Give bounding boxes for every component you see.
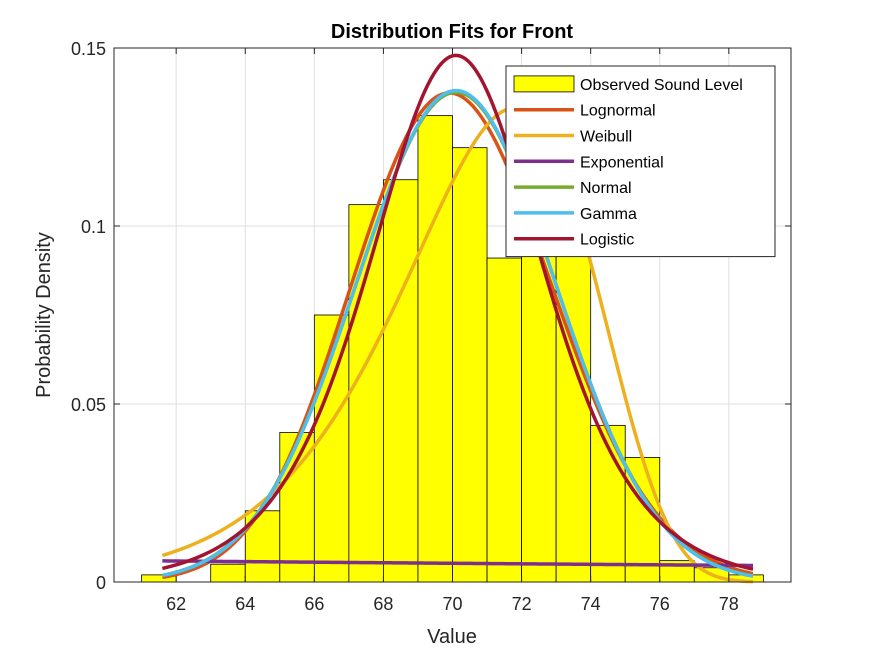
legend-label: Normal bbox=[580, 180, 632, 197]
x-tick-label: 78 bbox=[719, 594, 739, 614]
y-tick-label: 0.05 bbox=[71, 395, 106, 415]
y-tick-label: 0 bbox=[96, 573, 106, 593]
x-tick-label: 66 bbox=[304, 594, 324, 614]
histogram-bars bbox=[141, 115, 764, 583]
histogram-bar bbox=[452, 147, 488, 583]
y-axis-label: Probability Density bbox=[33, 232, 55, 398]
y-tick-label: 0.1 bbox=[81, 217, 106, 237]
fit-curve-exponential bbox=[162, 559, 754, 568]
legend-label: Logistic bbox=[580, 232, 634, 249]
legend-swatch-observed bbox=[513, 75, 575, 93]
x-tick-label: 74 bbox=[581, 594, 601, 614]
histogram-bar bbox=[521, 243, 557, 583]
legend-label: Gamma bbox=[580, 206, 637, 223]
x-tick-label: 72 bbox=[512, 594, 532, 614]
histogram-bar bbox=[383, 179, 419, 583]
legend-label: Lognormal bbox=[580, 103, 656, 120]
legend: Observed Sound Level Lognormal Weibull Expo… bbox=[505, 65, 776, 258]
legend-label: Observed Sound Level bbox=[580, 77, 743, 94]
legend-label: Weibull bbox=[580, 129, 632, 146]
fit-curves bbox=[161, 53, 754, 584]
x-tick-label: 76 bbox=[650, 594, 670, 614]
x-tick-label: 62 bbox=[166, 594, 186, 614]
x-tick-label: 68 bbox=[373, 594, 393, 614]
histogram-bar bbox=[210, 563, 246, 583]
histogram-bar bbox=[486, 257, 522, 583]
histogram-bar bbox=[417, 115, 453, 583]
fit-curve-logistic bbox=[161, 53, 754, 571]
histogram-bar bbox=[348, 204, 384, 583]
x-axis-label: Value bbox=[427, 626, 477, 648]
x-tick-label: 64 bbox=[235, 594, 255, 614]
chart-title: Distribution Fits for Front bbox=[331, 21, 574, 43]
x-tick-label: 70 bbox=[442, 594, 462, 614]
fit-curve-weibull bbox=[161, 106, 754, 584]
y-tick-label: 0.15 bbox=[71, 39, 106, 59]
axis-ticks: 62 64 66 68 70 72 74 76 78 0 0.05 0.1 0.15 bbox=[71, 39, 791, 614]
legend-label: Exponential bbox=[580, 154, 664, 171]
